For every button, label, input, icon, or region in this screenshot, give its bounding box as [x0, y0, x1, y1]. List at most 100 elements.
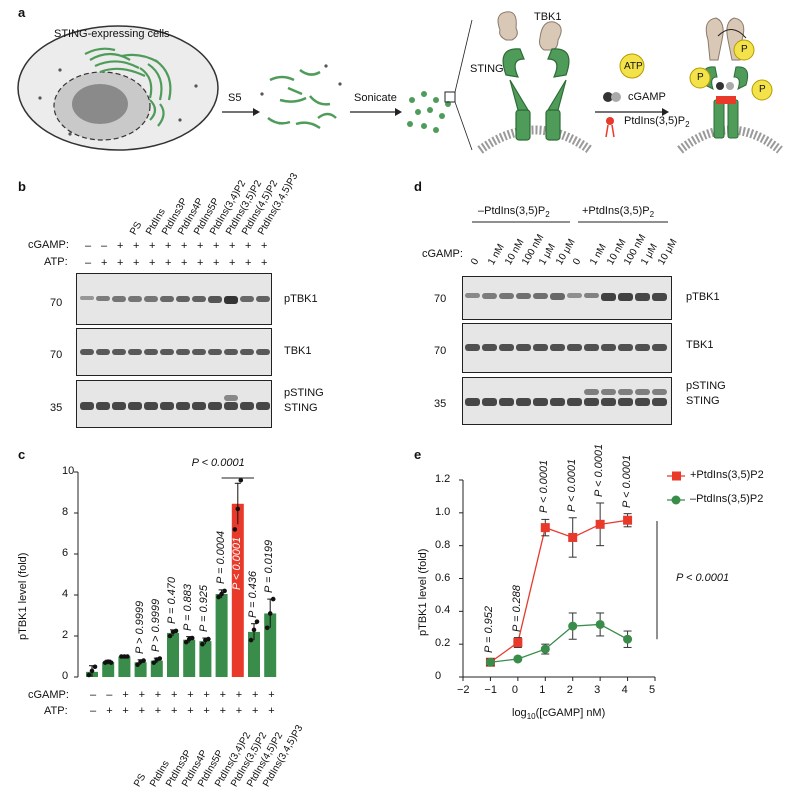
b-band-tbk1	[240, 349, 254, 355]
e-xlabel: log10([cGAMP] nM)	[512, 707, 606, 722]
b-band-tbk1	[224, 349, 238, 355]
c-dot	[216, 594, 221, 600]
c-atp-label: ATP:	[44, 705, 68, 717]
e-legend-label: +PtdIns(3,5)P2	[690, 469, 764, 481]
b-atp-sign: +	[117, 257, 124, 269]
d-band-tbk1	[584, 344, 599, 351]
d-band-psting	[652, 389, 667, 395]
c-atp-sign: +	[268, 705, 275, 717]
d-band-sting	[601, 398, 616, 406]
d-band-ptbk1	[550, 293, 565, 300]
c-atp-sign: –	[90, 705, 97, 717]
d-band-sting	[584, 398, 599, 406]
b-band-sting	[208, 402, 222, 410]
b-label-ptbk1: pTBK1	[284, 293, 318, 305]
d-band-tbk1	[567, 344, 582, 351]
d-band-tbk1	[635, 344, 650, 351]
c-dot	[238, 477, 244, 483]
e-marker	[623, 634, 633, 644]
e-marker	[568, 532, 578, 542]
c-dot	[235, 506, 241, 512]
d-cgamp-label: cGAMP:	[422, 248, 463, 260]
d-group1: –PtdIns(3,5)P2	[478, 205, 550, 220]
b-cgamp-sign: +	[181, 240, 188, 252]
c-atp-sign: +	[235, 705, 243, 717]
e-pvalue: P < 0.0001	[620, 454, 633, 508]
c-dot	[264, 625, 270, 631]
d-band-sting	[482, 398, 497, 406]
c-cgamp-sign: –	[90, 689, 97, 701]
c-atp-sign: +	[138, 705, 146, 717]
e-pvalue: P < 0.0001	[593, 443, 606, 497]
b-cgamp-sign: +	[213, 240, 220, 252]
c-cgamp-sign: +	[252, 689, 259, 701]
b-band-ptbk1	[192, 296, 206, 303]
panel-e-letter: e	[414, 447, 422, 462]
b-cgamp-sign: –	[101, 240, 108, 252]
b-band-sting	[192, 402, 206, 410]
d-band-sting	[516, 398, 531, 406]
c-cgamp-sign: +	[203, 689, 210, 701]
b-cgamp-sign: +	[197, 240, 204, 252]
d-band-tbk1	[533, 344, 548, 351]
c-dot	[86, 672, 92, 678]
d-band-sting	[652, 398, 667, 406]
d-band-ptbk1	[635, 293, 650, 302]
b-cgamp-sign: +	[229, 240, 236, 252]
c-bar	[215, 593, 228, 677]
b-band-sting	[128, 402, 142, 410]
b-cgamp-sign: +	[261, 240, 268, 252]
b-band-ptbk1	[256, 296, 270, 303]
panel-a-letter: a	[18, 5, 26, 20]
c-y-tick-label: 10	[62, 465, 75, 477]
b-cgamp-sign: +	[165, 240, 172, 252]
b-band-psting	[224, 395, 238, 401]
c-y-tick-label: 6	[62, 547, 69, 559]
b-band-ptbk1	[176, 296, 190, 303]
d-band-psting	[618, 389, 633, 395]
d-label-psting: pSTING	[686, 380, 726, 392]
b-band-sting	[80, 402, 94, 410]
e-x-tick-label: −1	[484, 684, 497, 696]
d-band-tbk1	[652, 344, 667, 351]
c-dot	[89, 668, 95, 674]
c-atp-sign: +	[106, 705, 113, 717]
b-band-ptbk1	[160, 296, 174, 302]
b-band-sting	[144, 402, 158, 410]
b-band-tbk1	[176, 349, 190, 355]
b-atp-sign: +	[101, 257, 108, 269]
b-cgamp-sign: +	[149, 240, 156, 252]
c-cgamp-sign: +	[268, 689, 275, 701]
d-band-sting	[550, 398, 565, 406]
c-cgamp-sign: +	[235, 689, 243, 701]
c-y-tick-label: 8	[62, 506, 69, 518]
b-band-tbk1	[160, 349, 174, 355]
tbk1-label: TBK1	[534, 11, 562, 23]
c-dot	[157, 656, 163, 661]
e-legend-label: –PtdIns(3,5)P2	[690, 493, 764, 505]
c-dot	[200, 641, 205, 647]
d-band-tbk1	[550, 344, 565, 351]
b-cgamp-sign: +	[245, 240, 252, 252]
b-band-ptbk1	[240, 296, 254, 302]
b-band-tbk1	[144, 349, 158, 355]
e-marker	[595, 519, 605, 529]
d-band-tbk1	[516, 344, 531, 351]
d-band-ptbk1	[482, 293, 497, 299]
c-dot	[141, 658, 146, 663]
d-band-ptbk1	[601, 293, 616, 302]
c-cgamp-sign: –	[106, 689, 113, 701]
b-band-sting	[224, 402, 238, 410]
e-series-line	[490, 623, 628, 663]
d-band-ptbk1	[618, 293, 633, 302]
b-band-ptbk1	[80, 296, 94, 301]
b-band-ptbk1	[96, 296, 110, 302]
d-band-ptbk1	[499, 293, 514, 299]
c-dot	[206, 636, 211, 642]
d-band-tbk1	[499, 344, 514, 351]
c-atp-sign: +	[154, 705, 162, 717]
b-cgamp-sign: +	[117, 240, 124, 252]
c-bar	[102, 662, 115, 677]
